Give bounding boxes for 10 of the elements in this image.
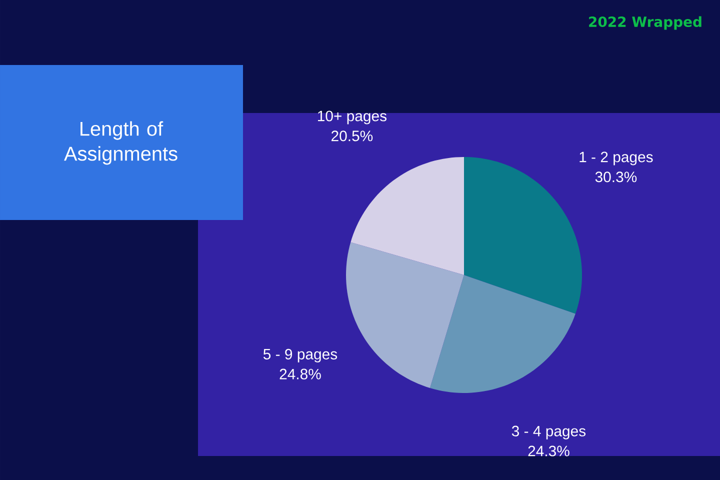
data-label: 20.5%	[332, 130, 373, 142]
slice-label: 1 - 2 pages	[580, 152, 653, 166]
data-label: 24.8%	[280, 368, 321, 380]
data-label: 24.3%	[528, 446, 570, 456]
chart-subtitle: 2022 Wrapped	[589, 16, 702, 30]
slice-label: 10+ pages	[318, 110, 386, 124]
slice-label: 5 - 9 pages	[263, 348, 338, 362]
data-label: 30.3%	[595, 172, 637, 182]
slice-label: 3 - 4 pages	[512, 426, 586, 440]
text: Length of Assignments	[64, 121, 178, 165]
